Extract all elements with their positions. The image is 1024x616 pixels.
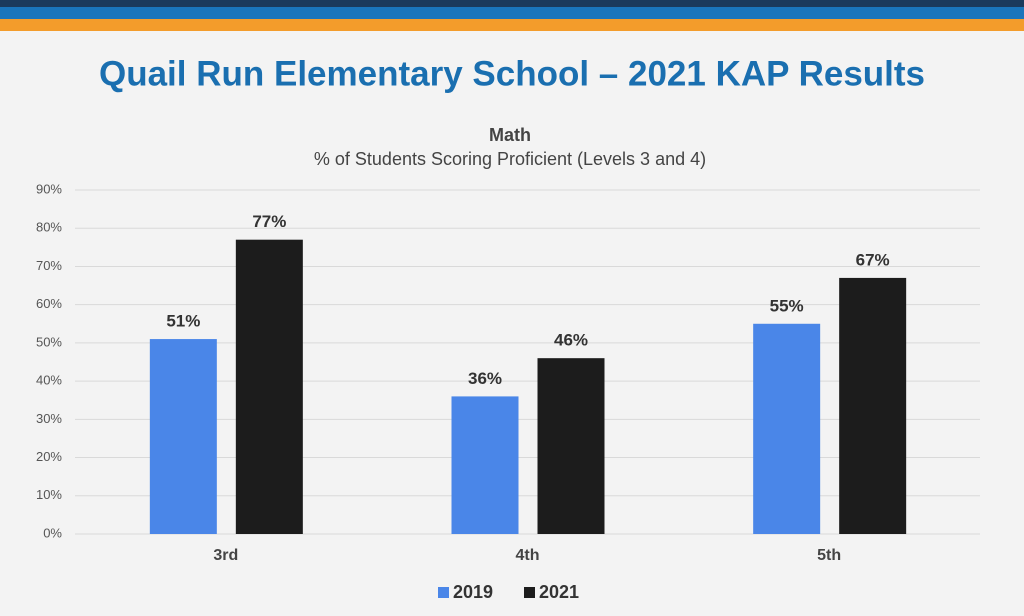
data-label: 67% — [856, 250, 890, 269]
data-label: 36% — [468, 369, 502, 388]
y-tick-label: 40% — [36, 373, 62, 388]
legend-label: 2021 — [539, 582, 579, 602]
x-tick-label: 5th — [817, 547, 841, 564]
data-label: 55% — [770, 296, 804, 315]
bar — [753, 323, 821, 534]
legend-swatch — [524, 587, 535, 598]
y-tick-label: 20% — [36, 449, 62, 464]
y-tick-label: 0% — [43, 525, 62, 540]
legend-swatch — [438, 587, 449, 598]
bar — [149, 339, 217, 534]
header-bar-blue — [0, 7, 1024, 19]
chart-subtitle: % of Students Scoring Proficient (Levels… — [314, 149, 706, 169]
x-tick-label: 4th — [516, 547, 540, 564]
y-tick-label: 10% — [36, 487, 62, 502]
y-tick-label: 60% — [36, 296, 62, 311]
data-label: 77% — [252, 212, 286, 231]
header-bar-orange — [0, 19, 1024, 31]
x-tick-label: 3rd — [213, 547, 238, 564]
bar — [537, 358, 605, 534]
legend-label: 2019 — [453, 582, 493, 602]
data-label: 51% — [166, 312, 200, 331]
data-label: 46% — [554, 331, 588, 350]
chart-title: Math — [489, 125, 531, 145]
y-tick-label: 70% — [36, 258, 62, 273]
slide-title: Quail Run Elementary School – 2021 KAP R… — [99, 54, 925, 93]
bar — [839, 277, 907, 534]
bar — [235, 239, 303, 534]
y-tick-label: 90% — [36, 181, 62, 196]
header-bar-dark — [0, 0, 1024, 7]
y-tick-label: 50% — [36, 334, 62, 349]
y-tick-label: 80% — [36, 220, 62, 235]
y-tick-label: 30% — [36, 411, 62, 426]
bar — [451, 396, 519, 534]
